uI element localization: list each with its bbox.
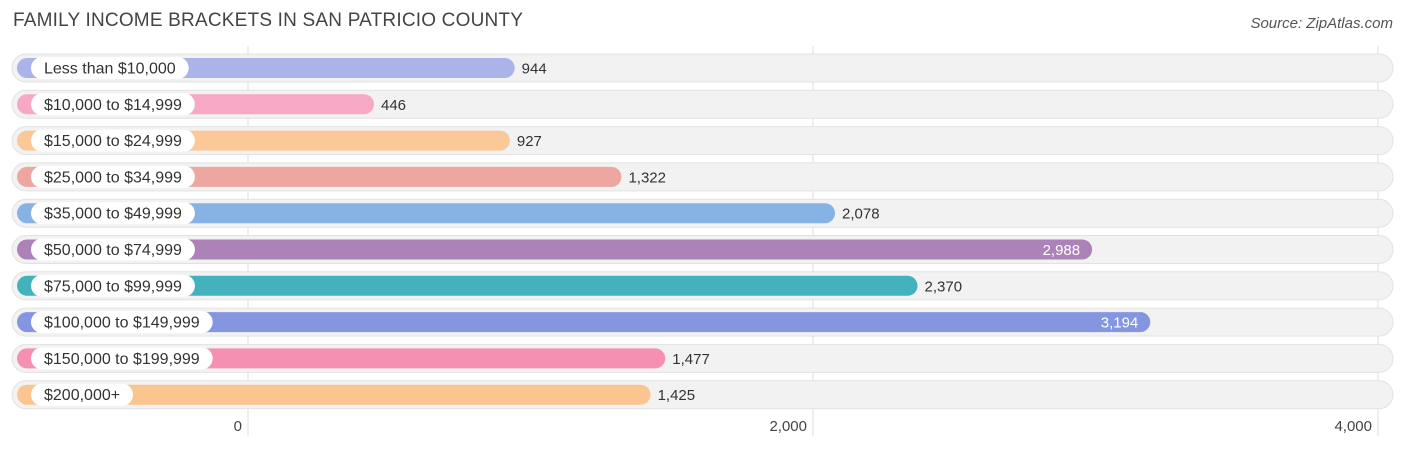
- category-pill: [31, 165, 195, 188]
- category-label: $35,000 to $49,999: [44, 206, 182, 223]
- bar-row: $10,000 to $14,999 446: [11, 89, 1394, 119]
- category-label: $10,000 to $14,999: [44, 97, 182, 114]
- value-label: 1,477: [672, 351, 710, 368]
- bar-row: $50,000 to $74,999 2,988: [11, 235, 1394, 264]
- category-label: $15,000 to $24,999: [44, 133, 182, 150]
- category-pill: [31, 202, 195, 225]
- bar-row: $25,000 to $34,999 1,322: [11, 162, 1394, 192]
- bar: [17, 312, 1151, 333]
- value-label: 3,194: [1101, 315, 1139, 332]
- value-label: 2,078: [842, 206, 880, 223]
- category-pill: [31, 274, 195, 297]
- category-label: $100,000 to $149,999: [44, 315, 200, 332]
- source-credit: Source: ZipAtlas.com: [1250, 15, 1393, 32]
- bar-row: $200,000+ 1,425: [11, 380, 1394, 410]
- category-pill: [31, 93, 195, 116]
- category-pill: [31, 347, 213, 370]
- bar-row: Less than $10,000 944: [11, 53, 1394, 83]
- bar: [17, 203, 836, 224]
- bar: [17, 275, 918, 296]
- bar-row: $75,000 to $99,999 2,370: [11, 271, 1394, 301]
- value-label: 927: [517, 133, 542, 150]
- category-label: $50,000 to $74,999: [44, 242, 182, 259]
- x-tick-label: 2,000: [769, 418, 807, 435]
- bar-row: $100,000 to $149,999 3,194: [11, 307, 1394, 337]
- bar-row: $15,000 to $24,999 927: [11, 126, 1394, 156]
- chart-title: FAMILY INCOME BRACKETS IN SAN PATRICIO C…: [13, 10, 524, 31]
- x-axis-ticks: 0 2,000 4,000: [234, 418, 1372, 435]
- value-label: 944: [522, 61, 547, 78]
- bar-rows: Less than $10,000 944 $10,000 to $14,999 44…: [11, 53, 1394, 410]
- category-pill: [31, 383, 134, 406]
- category-pill: [31, 129, 195, 152]
- bar: [17, 239, 1093, 260]
- value-label: 446: [381, 97, 406, 114]
- category-pill: [31, 238, 195, 261]
- bar-row: $150,000 to $199,999 1,477: [11, 343, 1394, 373]
- category-label: Less than $10,000: [44, 61, 176, 78]
- value-label: 2,370: [925, 278, 963, 295]
- value-label: 1,322: [628, 169, 666, 186]
- category-label: $25,000 to $34,999: [44, 169, 182, 186]
- bar: [17, 384, 651, 405]
- value-label: 2,988: [1043, 242, 1081, 259]
- category-label: $200,000+: [44, 387, 120, 404]
- category-pill: [31, 311, 213, 334]
- category-label: $75,000 to $99,999: [44, 278, 182, 295]
- value-label: 1,425: [658, 387, 696, 404]
- bar-row: $35,000 to $49,999 2,078: [11, 198, 1394, 228]
- x-tick-label: 4,000: [1334, 418, 1372, 435]
- category-label: $150,000 to $199,999: [44, 351, 200, 368]
- x-tick-label: 0: [234, 418, 242, 435]
- category-pill: [31, 57, 189, 79]
